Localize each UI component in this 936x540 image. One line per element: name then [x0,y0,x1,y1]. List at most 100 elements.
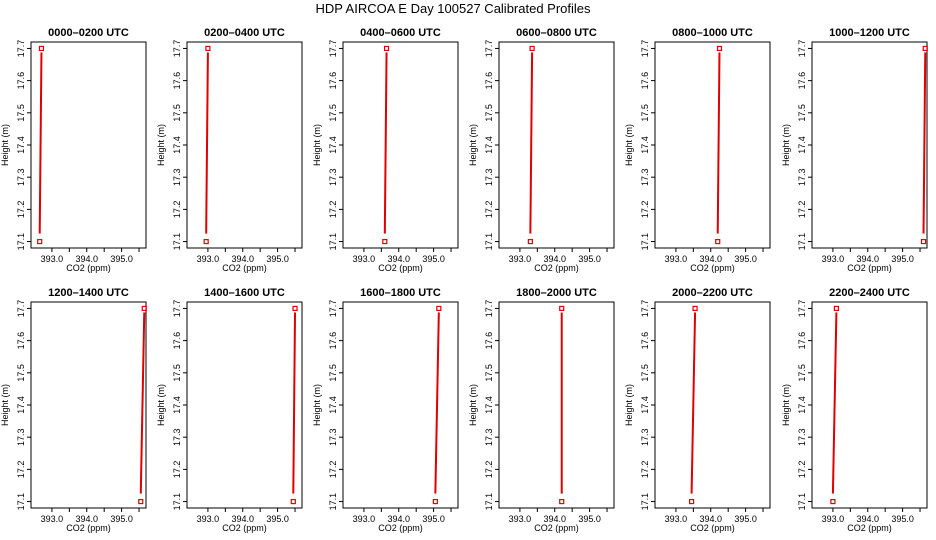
y-tick-label: 17.4 [640,396,650,414]
data-point [292,305,298,312]
x-axis-label: CO2 (ppm) [690,523,735,533]
x-tick-label: 394.0 [699,254,722,264]
plot-frame [186,301,303,509]
y-tick-label: 17.1 [640,493,650,511]
y-tick-label: 17.7 [328,40,338,58]
y-tick-label: 17.7 [484,40,494,58]
panel-title: 0200–0400 UTC [204,27,285,39]
y-tick-label: 17.3 [640,428,650,446]
x-tick-label: 394.0 [699,514,722,524]
y-tick-label: 17.1 [484,233,494,251]
profile-panel: 2000–2200 UTC 393.0 394.0 395.0 17.1 17.2 17.3… [624,287,771,533]
x-axis-label: CO2 (ppm) [66,523,111,533]
profile-panel: 2200–2400 UTC 393.0 394.0 395.0 17.1 17.2 17.3… [781,287,928,533]
y-tick-label: 17.4 [484,136,494,154]
y-tick-label: 17.6 [328,72,338,90]
y-tick-label: 17.6 [328,332,338,350]
plot-frame [498,41,615,249]
plot-frame [342,301,459,509]
data-point [38,45,45,52]
y-tick-label: 17.6 [172,332,182,350]
panels-grid: 0000–0200 UTC 393.0 394.0 395.0 17.1 17.2 17.3… [0,27,928,533]
y-tick-label: 17.3 [328,168,338,186]
profile-line [205,52,209,234]
data-point [141,305,147,312]
y-tick-label: 17.2 [484,201,494,219]
x-tick-label: 394.0 [231,254,254,264]
panel-title: 1400–1600 UTC [204,287,285,299]
profile-panel: 0800–1000 UTC 393.0 394.0 395.0 17.1 17.2 17.3… [624,27,771,273]
y-tick-label: 17.5 [484,104,494,122]
y-tick-label: 17.5 [797,104,807,122]
data-point [205,45,211,52]
y-axis-label: Height (m) [624,124,634,166]
y-tick-label: 17.6 [797,72,807,90]
x-axis-label: CO2 (ppm) [847,523,892,533]
x-tick-label: 393.0 [41,254,64,264]
plot-frame [811,41,928,249]
y-tick-label: 17.5 [640,104,650,122]
y-tick-label: 17.2 [16,201,26,219]
y-tick-label: 17.3 [640,168,650,186]
plot-frame [654,41,771,249]
y-tick-label: 17.5 [328,364,338,382]
data-point [922,45,928,52]
x-tick-label: 395.0 [578,514,601,524]
y-tick-label: 17.2 [328,461,338,479]
profile-line [383,52,388,234]
y-axis-label: Height (m) [624,384,634,426]
x-tick-label: 393.0 [353,254,376,264]
data-point [383,45,390,52]
x-axis-label: CO2 (ppm) [222,523,267,533]
y-tick-label: 17.4 [172,136,182,154]
data-point [830,498,836,505]
panel-title: 0800–1000 UTC [672,27,753,39]
y-tick-label: 17.2 [640,201,650,219]
y-tick-label: 17.6 [484,332,494,350]
plot-frame [342,41,459,249]
y-tick-label: 17.6 [640,332,650,350]
y-tick-label: 17.3 [172,428,182,446]
x-tick-label: 394.0 [75,514,98,524]
x-tick-label: 393.0 [822,254,845,264]
data-point [688,498,695,505]
y-tick-label: 17.4 [16,136,26,154]
y-tick-label: 17.5 [172,104,182,122]
x-tick-label: 393.0 [197,254,220,264]
y-tick-label: 17.1 [16,493,26,511]
profile-line [434,312,440,494]
y-tick-label: 17.3 [16,428,26,446]
y-tick-label: 17.7 [16,300,26,318]
y-tick-label: 17.7 [797,40,807,58]
y-tick-label: 17.3 [797,168,807,186]
y-tick-label: 17.3 [16,168,26,186]
y-axis-label: Height (m) [312,124,322,166]
y-tick-label: 17.1 [797,233,807,251]
panel-title: 1000–1200 UTC [829,27,910,39]
x-tick-label: 394.0 [387,254,410,264]
x-axis-label: CO2 (ppm) [378,523,423,533]
data-point [382,238,388,245]
x-tick-label: 393.0 [509,254,532,264]
y-tick-label: 17.1 [172,233,182,251]
y-tick-label: 17.1 [328,493,338,511]
y-tick-label: 17.7 [172,40,182,58]
x-tick-label: 395.0 [422,254,445,264]
y-tick-label: 17.5 [484,364,494,382]
y-axis-label: Height (m) [781,384,791,426]
x-tick-label: 395.0 [891,514,914,524]
x-tick-label: 393.0 [665,254,688,264]
x-tick-label: 393.0 [509,514,532,524]
y-tick-label: 17.6 [640,72,650,90]
y-tick-label: 17.7 [640,300,650,318]
x-tick-label: 395.0 [891,254,914,264]
plot-frame [498,301,615,509]
y-tick-label: 17.2 [797,461,807,479]
x-tick-label: 394.0 [75,254,98,264]
plot-frame [186,41,303,249]
profile-line [922,52,927,234]
profile-panel: 1000–1200 UTC 393.0 394.0 395.0 17.1 17.2 17.3… [781,27,928,273]
panel-title: 0400–0600 UTC [360,27,441,39]
panel-title: 1800–2000 UTC [516,287,597,299]
y-tick-label: 17.5 [797,364,807,382]
